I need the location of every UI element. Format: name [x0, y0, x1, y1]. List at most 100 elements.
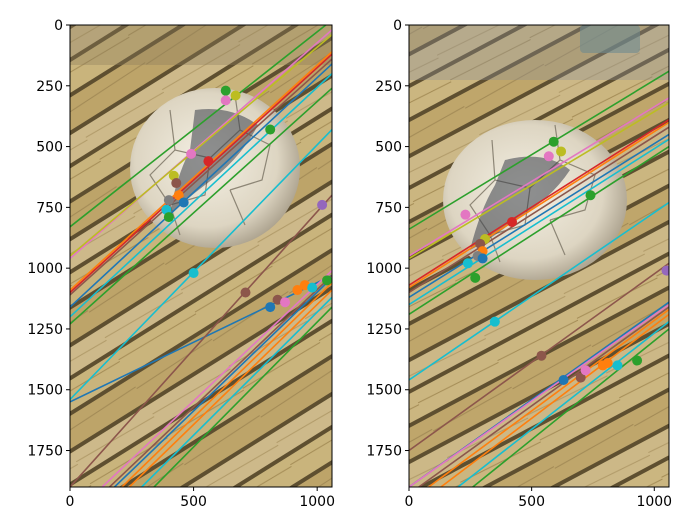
left-panel: 0 500 1000 0 250 500 750 1000 1250 1500 1750	[27, 18, 335, 510]
epipolar-line	[70, 73, 332, 318]
keypoint-marker	[661, 265, 669, 276]
keypoint-marker	[489, 316, 500, 327]
right-y-ticks: 0 250 500 750 1000 1250 1500 1750	[366, 18, 409, 460]
y-tick-label: 1250	[366, 322, 402, 338]
keypoint-marker	[580, 365, 591, 376]
keypoint-marker	[470, 272, 481, 283]
keypoint-marker	[240, 287, 251, 298]
epipolar-line	[409, 126, 669, 294]
keypoint-marker	[548, 136, 559, 147]
left-x-ticks: 0 500 1000	[66, 487, 335, 510]
keypoint-marker	[307, 282, 318, 293]
y-tick-label: 1750	[27, 444, 63, 460]
epipolar-line	[70, 274, 332, 403]
keypoint-marker	[507, 216, 518, 227]
epipolar-line	[409, 138, 669, 306]
keypoint-marker	[178, 197, 189, 208]
y-tick-label: 500	[375, 140, 402, 156]
keypoint-marker	[612, 360, 623, 371]
epipolar-line	[70, 51, 332, 291]
keypoint-marker	[462, 258, 473, 269]
left-y-ticks: 0 250 500 750 1000 1250 1500 1750	[27, 18, 70, 460]
keypoint-marker	[536, 350, 547, 361]
epipolar-line	[440, 313, 669, 487]
epipolar-line	[70, 58, 332, 296]
epipolar-line	[472, 328, 669, 487]
keypoint-marker	[173, 190, 184, 201]
y-tick-label: 1000	[27, 261, 63, 277]
epipolar-line	[409, 97, 669, 257]
y-tick-label: 1500	[366, 383, 402, 399]
keypoint-marker	[265, 302, 276, 313]
keypoint-marker	[322, 275, 332, 286]
right-axes-frame	[408, 24, 670, 488]
epipolar-line	[409, 70, 669, 230]
keypoint-marker	[585, 190, 596, 201]
right-keypoints	[460, 136, 669, 386]
keypoint-marker	[163, 212, 174, 223]
y-tick-label: 1000	[366, 261, 402, 277]
keypoint-marker	[280, 297, 291, 308]
epipolar-line	[128, 289, 332, 487]
keypoint-marker	[632, 355, 643, 366]
epipolar-line	[418, 306, 669, 487]
epipolar-line	[70, 29, 332, 260]
y-tick-label: 750	[36, 200, 63, 216]
epipolar-line	[409, 133, 669, 299]
right-photo	[409, 25, 669, 487]
epipolar-line	[457, 321, 669, 487]
epipolar-line	[101, 270, 332, 487]
x-tick-label: 0	[66, 494, 75, 510]
epipolar-line	[70, 25, 328, 228]
y-tick-label: 1750	[366, 444, 402, 460]
keypoint-marker	[292, 285, 303, 296]
x-tick-label: 500	[180, 494, 207, 510]
epipolar-line	[108, 274, 332, 487]
epipolar-line	[121, 282, 332, 487]
keypoint-marker	[186, 148, 197, 159]
epipolar-line	[409, 102, 669, 260]
keypoint-marker	[543, 151, 554, 162]
epipolar-line	[70, 63, 332, 308]
left-axes-frame	[69, 24, 333, 488]
y-tick-label: 250	[36, 79, 63, 95]
keypoint-marker	[220, 95, 231, 106]
y-tick-label: 500	[36, 140, 63, 156]
y-tick-label: 0	[393, 18, 402, 34]
epipolar-line	[409, 119, 669, 286]
y-tick-label: 0	[54, 18, 63, 34]
epipolar-line	[70, 53, 332, 294]
epipolar-line	[70, 129, 332, 401]
right-x-ticks: 0 500 1000	[405, 487, 672, 510]
left-keypoints	[161, 85, 332, 313]
y-tick-label: 750	[375, 200, 402, 216]
keypoint-marker	[602, 357, 613, 368]
epipolar-line	[409, 145, 669, 316]
left-epipolar-lines	[70, 25, 332, 487]
y-tick-label: 250	[375, 79, 402, 95]
epipolar-line	[409, 201, 669, 381]
keypoint-marker	[265, 124, 276, 135]
x-tick-label: 1000	[299, 494, 335, 510]
epipolar-line	[113, 277, 332, 487]
epipolar-line	[70, 87, 332, 325]
epipolar-line	[141, 296, 332, 487]
right-panel: 0 500 1000 0 250 500 750 1000 1250 1500 1750	[366, 18, 672, 510]
epipolar-line	[428, 308, 669, 487]
epipolar-line	[70, 194, 332, 487]
keypoint-marker	[171, 178, 182, 189]
keypoint-marker	[163, 195, 174, 206]
keypoint-marker	[230, 90, 241, 101]
keypoint-marker	[203, 156, 214, 167]
keypoint-marker	[220, 85, 231, 96]
y-tick-label: 1250	[27, 322, 63, 338]
keypoint-marker	[556, 146, 567, 157]
keypoint-marker	[477, 253, 488, 264]
keypoint-marker	[317, 199, 328, 210]
keypoint-marker	[188, 268, 199, 279]
right-epipolar-lines	[409, 70, 669, 487]
x-tick-label: 500	[518, 494, 545, 510]
x-tick-label: 0	[405, 494, 414, 510]
keypoint-marker	[558, 375, 569, 386]
